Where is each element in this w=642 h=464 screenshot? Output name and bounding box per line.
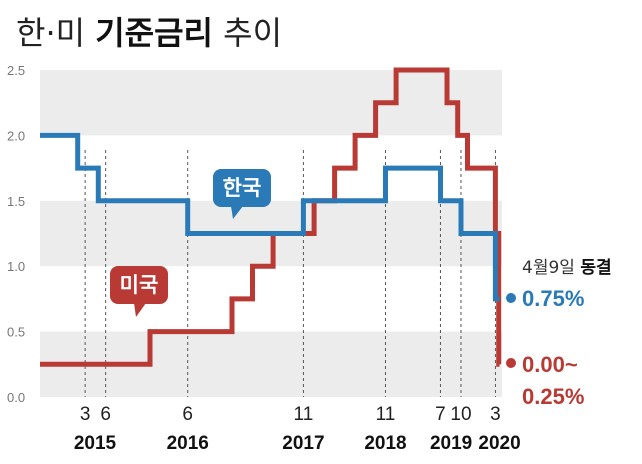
y-tick-label: 1.0 — [7, 259, 25, 274]
month-guides — [84, 150, 496, 397]
year-label: 2018 — [364, 433, 406, 454]
us-end-value-line1: 0.00~ — [522, 352, 578, 377]
korea-bubble-text: 한국 — [223, 176, 262, 200]
korea-end-value: 0.75% — [522, 286, 584, 311]
y-tick-label: 0.5 — [7, 325, 25, 340]
y-tick-label: 1.5 — [7, 194, 25, 209]
title-part2: 기준금리 — [95, 14, 213, 52]
month-label: 6 — [100, 404, 111, 425]
korea-end-dot — [506, 293, 516, 303]
us-bubble-box — [110, 266, 168, 304]
year-label: 2015 — [74, 433, 117, 454]
annotation-date: 4월9일 — [522, 258, 580, 278]
us-end-value-line2: 0.25% — [522, 384, 584, 409]
month-label: 11 — [294, 404, 314, 425]
title-part3: 추이 — [213, 14, 282, 52]
chart-title: 한·미 기준금리 추이 — [16, 14, 282, 52]
series-line-us — [40, 67, 502, 367]
month-label: 7 — [435, 404, 446, 425]
month-label: 6 — [182, 404, 193, 425]
korea-bubble-box — [213, 169, 271, 207]
year-label: 2016 — [167, 433, 209, 454]
annotation-status: 동결 — [580, 258, 611, 278]
year-label: 2020 — [478, 433, 520, 454]
us-bubble-tail — [134, 303, 146, 317]
year-label: 2019 — [430, 433, 472, 454]
korea-label-bubble: 한국 — [213, 169, 271, 219]
month-label: 11 — [376, 404, 396, 425]
y-tick-label: 2.5 — [7, 63, 25, 78]
us-bubble-text: 미국 — [120, 273, 159, 297]
series-lines — [40, 67, 502, 367]
korea-bubble-tail — [231, 206, 243, 219]
month-label: 10 — [450, 404, 471, 425]
band-2 — [40, 70, 502, 136]
freeze-annotation: 4월9일 동결 — [522, 258, 612, 278]
us-label-bubble: 미국 — [110, 266, 168, 317]
year-label: 2017 — [282, 433, 324, 454]
us-end-dot — [506, 358, 516, 368]
series-line-korea — [40, 132, 500, 302]
y-tick-label: 0.0 — [7, 390, 25, 405]
month-label: 3 — [490, 404, 501, 425]
month-label: 3 — [80, 404, 91, 425]
y-tick-label: 2.0 — [7, 128, 25, 143]
y-axis-ticks: 0.0 0.5 1.0 1.5 2.0 2.5 — [7, 63, 25, 405]
title-part1: 한·미 — [16, 14, 95, 52]
